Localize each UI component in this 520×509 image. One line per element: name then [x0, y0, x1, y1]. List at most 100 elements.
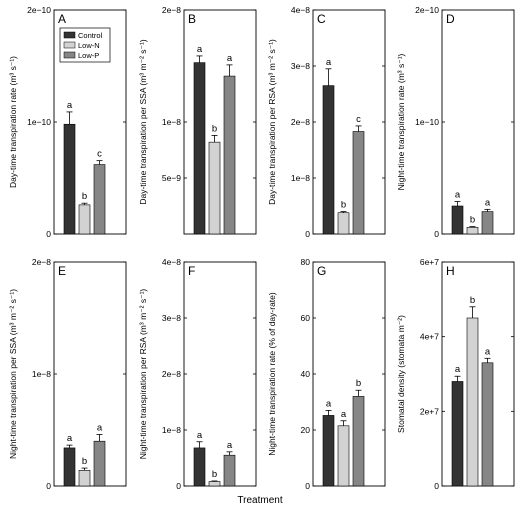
panel-E: 0 1e−8 2e−8 Night-time transpiration per SS… [8, 257, 127, 491]
y-tick-label: 0 [46, 481, 51, 491]
y-tick-label: 2e−8 [162, 369, 181, 379]
significance-letter: a [227, 53, 233, 64]
bar-low-p [352, 131, 365, 235]
panel-G: 0 20 40 60 80 Night-time transpiration rate (… [267, 257, 386, 491]
y-tick-label: 0 [46, 229, 51, 239]
y-tick-label: 2e−8 [32, 257, 51, 267]
bar-low-p [481, 362, 494, 487]
panel-letter: H [446, 264, 455, 278]
y-tick-label: 20 [301, 425, 311, 435]
y-tick-label: 0 [305, 481, 310, 491]
panel-H: 0 2e+7 4e+7 6e+7 Stomatal density (stomata m… [396, 257, 515, 491]
panel-D: 0 1e−10 2e−10 Night-time transpiration rate… [396, 5, 515, 239]
y-tick-label: 4e+7 [420, 332, 439, 342]
legend-entry: Control [78, 31, 103, 40]
y-tick-label: 2e−8 [162, 5, 181, 15]
panel-letter: B [188, 12, 196, 26]
bar-control [193, 447, 206, 487]
y-axis-label: Stomatal density (stomata m⁻²) [396, 315, 406, 433]
y-tick-label: 2e−8 [291, 117, 310, 127]
y-tick-label: 2e−10 [27, 5, 51, 15]
significance-letter: a [326, 398, 332, 409]
significance-letter: b [470, 215, 475, 226]
y-axis-label: Day-time transpiration rate (m³ s⁻¹) [8, 56, 18, 188]
panel-letter: A [58, 12, 66, 26]
significance-letter: a [67, 433, 73, 444]
y-tick-label: 60 [301, 313, 311, 323]
y-axis-label: Night-time transpiration rate (% of day-… [267, 292, 277, 456]
y-tick-label: 1e−10 [415, 117, 439, 127]
panel-A: 0 1e−10 2e−10 Day-time transpiration rate (… [8, 5, 127, 239]
y-axis-label: Night-time transpiration rate (m³ s⁻¹) [396, 53, 406, 190]
bar-control [322, 85, 335, 235]
y-tick-label: 40 [301, 369, 311, 379]
significance-letter: b [212, 123, 217, 134]
panel-letter: G [317, 264, 326, 278]
y-tick-label: 1e−8 [162, 425, 181, 435]
bar-low-p [223, 454, 236, 487]
significance-letter: c [97, 149, 102, 160]
significance-letter: a [97, 422, 103, 433]
y-tick-label: 3e−8 [291, 61, 310, 71]
legend-swatch [63, 51, 76, 59]
y-tick-label: 2e+7 [420, 406, 439, 416]
panel-letter: C [317, 12, 326, 26]
significance-letter: a [455, 364, 461, 375]
y-tick-label: 0 [176, 481, 181, 491]
bar-control [63, 447, 76, 487]
bar-control [451, 205, 464, 235]
y-axis-label: Day-time transpiration per RSA (m³ m⁻² s… [267, 39, 277, 205]
bar-low-n [337, 425, 350, 487]
legend-entry: Low-N [78, 41, 100, 50]
y-tick-label: 80 [301, 257, 311, 267]
panel-B: 5e−9 1e−8 2e−8 Day-time transpiration per S… [138, 5, 257, 235]
y-tick-label: 1e−10 [27, 117, 51, 127]
significance-letter: b [356, 378, 361, 389]
bar-low-n [466, 226, 479, 235]
significance-letter: a [197, 44, 203, 55]
panel-frame [441, 9, 515, 235]
bar-control [322, 415, 335, 487]
y-axis-label: Night-time transpiration per SSA (m³ m⁻²… [8, 289, 18, 459]
panel-C: 0 1e−8 2e−8 3e−8 4e−8 Day-time transpiration … [267, 5, 386, 239]
x-axis-label: Treatment [237, 495, 282, 506]
y-tick-label: 6e+7 [420, 257, 439, 267]
y-tick-label: 0 [434, 481, 439, 491]
bar-low-p [481, 211, 494, 235]
significance-letter: b [82, 456, 87, 467]
y-tick-label: 0 [305, 229, 310, 239]
legend-swatch [63, 31, 76, 39]
significance-letter: a [485, 346, 491, 357]
bar-low-n [78, 204, 91, 235]
panel-letter: D [446, 12, 455, 26]
bar-low-p [93, 440, 106, 487]
y-tick-label: 1e−8 [162, 117, 181, 127]
legend-swatch [63, 41, 76, 49]
significance-letter: c [356, 114, 361, 125]
y-tick-label: 2e−10 [415, 5, 439, 15]
significance-letter: a [67, 100, 73, 111]
y-tick-label: 4e−8 [162, 257, 181, 267]
y-tick-label: 4e−8 [291, 5, 310, 15]
bar-low-p [352, 396, 365, 487]
panel-F: 0 1e−8 2e−8 3e−8 4e−8 Night-time transpiratio… [138, 257, 257, 491]
bar-low-n [466, 317, 479, 487]
significance-letter: a [197, 430, 203, 441]
bar-low-n [208, 141, 221, 235]
significance-letter: b [212, 469, 217, 480]
significance-letter: a [485, 197, 491, 208]
y-axis-label: Night-time transpiration per RSA (m³ m⁻²… [138, 289, 148, 460]
significance-letter: a [326, 57, 332, 68]
bar-low-p [93, 164, 106, 235]
y-tick-label: 1e−8 [291, 173, 310, 183]
y-tick-label: 0 [434, 229, 439, 239]
y-axis-label: Day-time transpiration per SSA (m³ m⁻² s… [138, 39, 148, 204]
legend-entry: Low-P [78, 51, 99, 60]
bar-low-p [223, 75, 236, 235]
significance-letter: b [341, 200, 346, 211]
significance-letter: a [455, 190, 461, 201]
bar-low-n [208, 481, 221, 487]
bar-control [451, 381, 464, 487]
significance-letter: b [470, 295, 475, 306]
